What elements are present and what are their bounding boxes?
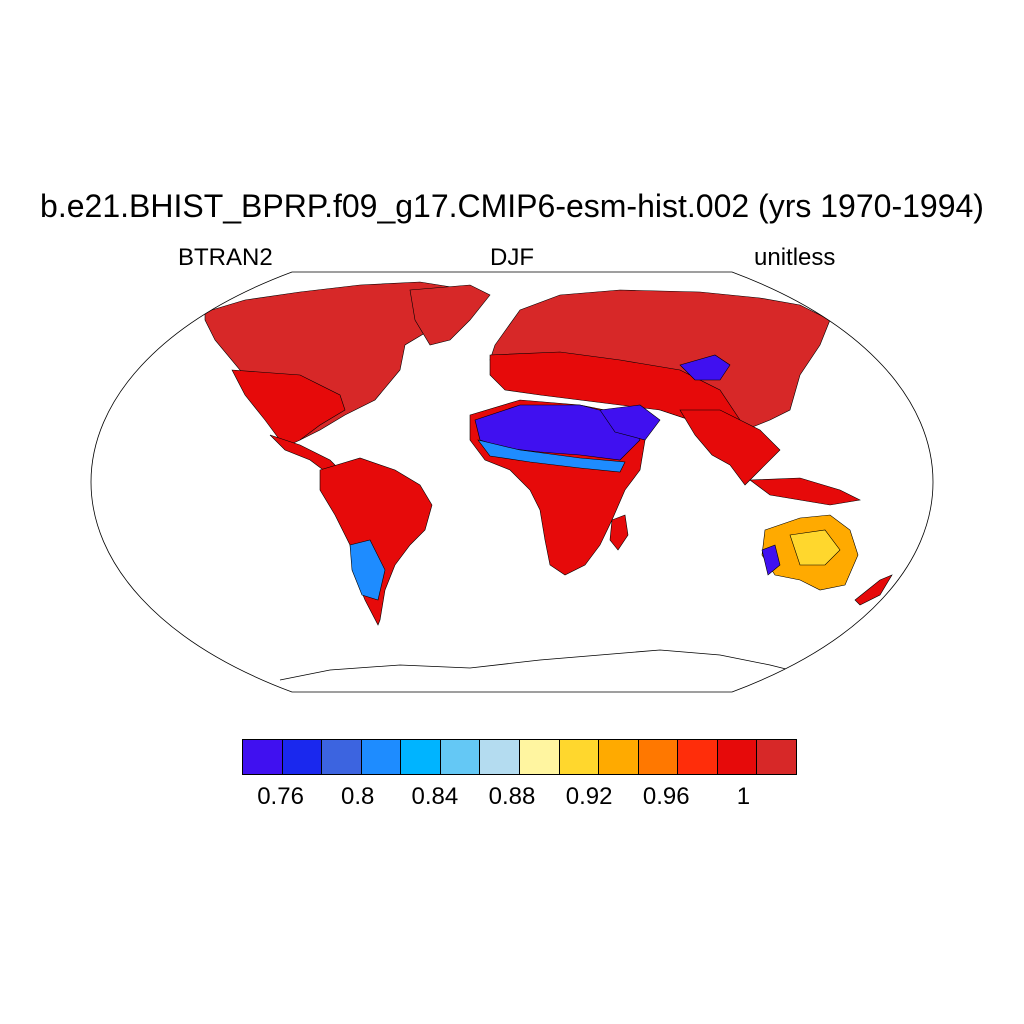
land-fill	[204, 281, 893, 681]
andes-dry	[349, 539, 386, 601]
colorbar-box	[598, 739, 639, 775]
colorbar-tick-label: 1	[736, 783, 751, 810]
colorbar-box	[558, 739, 600, 775]
greenland	[409, 284, 491, 346]
dry-regions	[349, 354, 841, 601]
colorbar-box	[756, 739, 797, 775]
variable-label: BTRAN2	[178, 244, 273, 271]
colorbar-tick-label: 0.96	[642, 783, 690, 810]
antarctica-outline	[279, 649, 791, 681]
colorbar-tick-label: 0.92	[565, 783, 613, 810]
colorbar-box	[360, 739, 402, 775]
colorbar-box	[281, 739, 323, 775]
colorbar-box	[518, 739, 560, 775]
central-asia-dry	[679, 354, 731, 381]
map-boundary	[90, 271, 934, 693]
new-zealand	[854, 574, 893, 606]
colorbar-tick-label: 0.88	[488, 783, 536, 810]
south-asia	[679, 409, 781, 486]
colorbar-box	[321, 739, 362, 775]
north-america-south	[231, 369, 346, 448]
colorbar-box	[479, 739, 520, 775]
colorbar-box	[439, 739, 481, 775]
colorbar-box	[242, 739, 283, 775]
colorbar-box	[637, 739, 679, 775]
australia-center	[789, 529, 841, 566]
arabia-dry	[599, 404, 661, 441]
colorbar-box	[400, 739, 441, 775]
sahara-edge	[477, 439, 626, 473]
madagascar	[609, 514, 629, 551]
south-america	[319, 457, 433, 626]
season-label: DJF	[490, 244, 534, 271]
colorbar-box	[677, 739, 718, 775]
colorbar-tick-label: 0.76	[257, 783, 304, 810]
indonesia	[749, 477, 861, 506]
colorbar-labels: 0.76 0.8 0.84 0.88 0.92 0.96 1	[0, 782, 1024, 816]
colorbar	[242, 739, 797, 775]
colorbar-box	[716, 739, 758, 775]
australia-west-dry	[761, 544, 781, 576]
colorbar-tick-label: 0.84	[411, 783, 459, 810]
colorbar-tick-label: 0.8	[341, 783, 375, 810]
figure-title: b.e21.BHIST_BPRP.f09_g17.CMIP6-esm-hist.…	[40, 188, 984, 224]
units-label: unitless	[754, 244, 836, 271]
